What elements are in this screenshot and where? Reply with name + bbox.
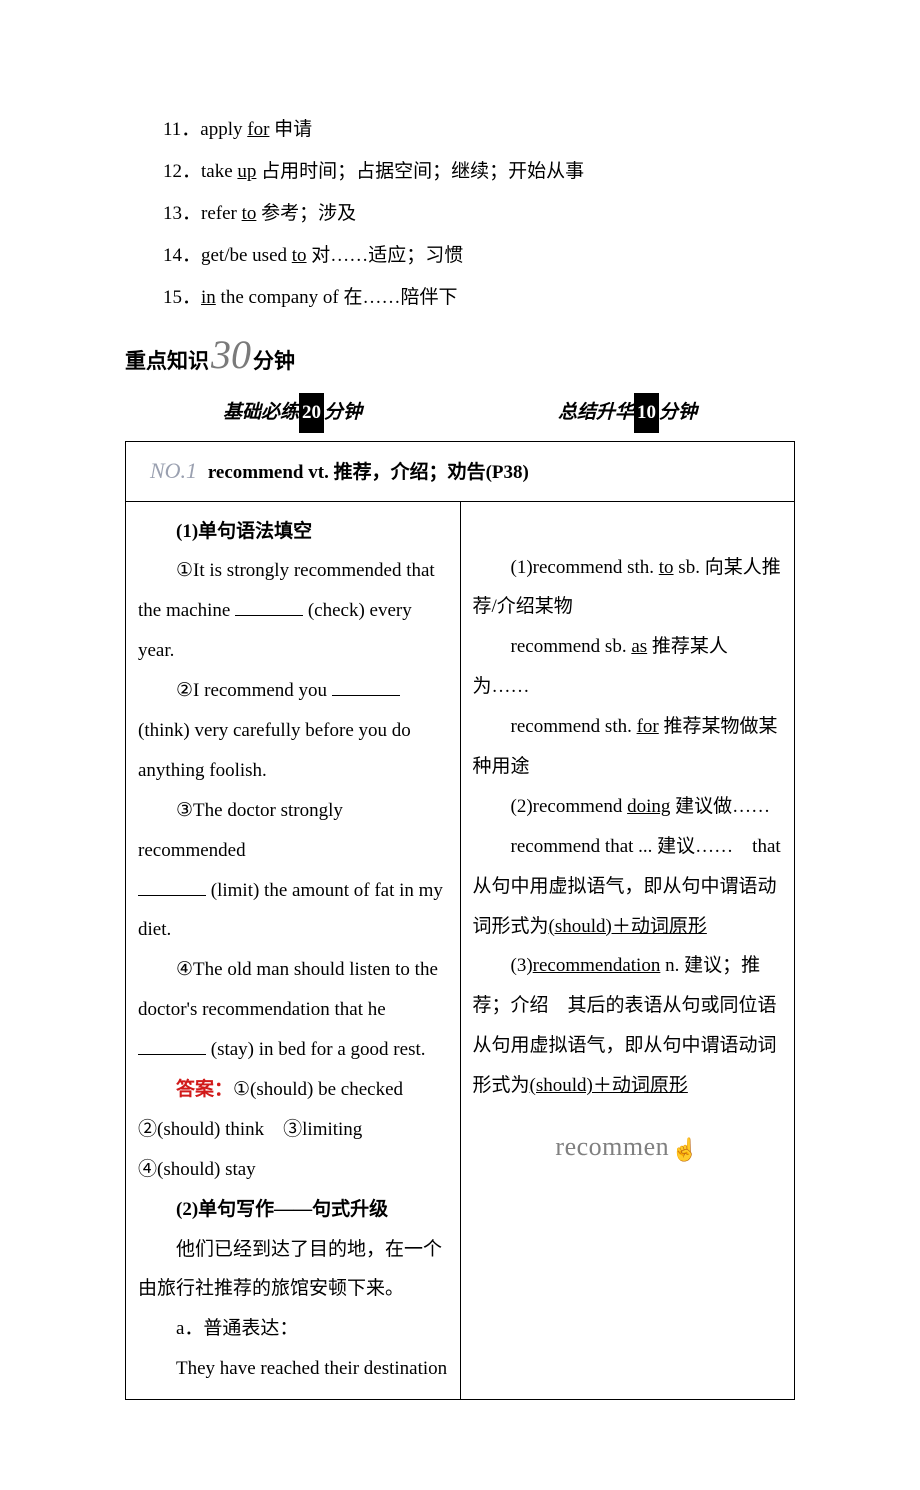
post: 申请 [269, 119, 312, 140]
vocab-item-11: 11．apply for 申请 [125, 110, 795, 150]
section-heading: 重点知识 30 分钟 [125, 335, 795, 379]
r1a: (1)recommend sth. [511, 557, 659, 578]
q2b: (think) very carefully before you do any… [138, 720, 411, 781]
post: the company of 在……陪伴下 [216, 287, 458, 308]
question-1: ①It is strongly recommended that the mac… [138, 551, 448, 671]
q4b: (stay) in bed for a good rest. [206, 1039, 426, 1060]
r6: (3)recommendation n. 建议；推荐；介绍 其后的表语从句或同位… [473, 946, 783, 1106]
sub-right-b: 分钟 [659, 402, 697, 423]
sub-left-a: 基础必练 [223, 402, 299, 423]
pointing-hand-icon: ☝ [671, 1137, 699, 1162]
blank [332, 679, 400, 696]
vocab-item-15: 15．in the company of 在……陪伴下 [125, 278, 795, 318]
r4: (2)recommend doing 建议做…… [473, 787, 783, 827]
r3: recommend sth. for 推荐某物做某种用途 [473, 707, 783, 787]
no-badge: NO.1 [150, 458, 197, 483]
underlined-word: for [247, 119, 269, 140]
vocab-item-12: 12．take up 占用时间；占据空间；继续；开始从事 [125, 152, 795, 192]
heading-right: 分钟 [253, 339, 295, 383]
sub-right-box: 10 [634, 393, 659, 433]
pre: ．take [182, 161, 237, 182]
question-4: ④The old man should listen to the doctor… [138, 950, 448, 1030]
blank [138, 878, 206, 895]
blank [235, 599, 303, 616]
sec-2-heading: (2)单句写作——句式升级 [138, 1190, 448, 1230]
num: 15 [163, 287, 182, 308]
question-3: ③The doctor strongly recommended [138, 791, 448, 871]
question-4b: (stay) in bed for a good rest. [138, 1030, 448, 1070]
pre: ．apply [181, 119, 247, 140]
blank [138, 1038, 206, 1055]
q2a: ②I recommend you [176, 680, 332, 701]
answer-label: 答案： [176, 1079, 233, 1100]
q3a: ③The doctor strongly recommended [138, 800, 343, 861]
a-text: They have reached their destination [138, 1349, 448, 1389]
r5u: (should)＋动词原形 [549, 916, 707, 937]
heading-left: 重点知识 [125, 339, 209, 383]
a-label: a．普通表达： [138, 1309, 448, 1349]
sec-1-heading: (1)单句语法填空 [138, 512, 448, 552]
r4a: (2)recommend [511, 796, 628, 817]
r2a: recommend sb. [511, 636, 632, 657]
underlined-word: up [237, 161, 256, 182]
sub-left-box: 20 [299, 393, 324, 433]
num: 12 [163, 161, 182, 182]
box-title: recommend vt. 推荐，介绍；劝告(P38) [203, 462, 529, 483]
r4b: 建议做…… [670, 796, 770, 817]
vocab-item-13: 13．refer to 参考；涉及 [125, 194, 795, 234]
subheading-row: 基础必练20分钟 总结升华10分钟 [125, 393, 795, 433]
r3a: recommend sth. [511, 716, 637, 737]
pre: ． [182, 287, 201, 308]
r6a: (3) [511, 955, 533, 976]
num: 14 [163, 245, 182, 266]
q4a: ④The old man should listen to the doctor… [138, 959, 438, 1020]
box-right-col: (1)recommend sth. to sb. 向某人推荐/介绍某物 reco… [460, 501, 795, 1400]
vocab-list: 11．apply for 申请 12．take up 占用时间；占据空间；继续；… [125, 110, 795, 317]
underlined-word: to [292, 245, 307, 266]
post: 参考；涉及 [256, 203, 356, 224]
r5: recommend that ... 建议…… that从句中用虚拟语气，即从句… [473, 827, 783, 947]
r2: recommend sb. as 推荐某人为…… [473, 627, 783, 707]
sub-right-a: 总结升华 [558, 402, 634, 423]
underlined-word: to [242, 203, 257, 224]
r2u: as [631, 636, 647, 657]
r6u: recommendation [533, 955, 661, 976]
heading-number: 30 [211, 335, 251, 375]
box-title-row: NO.1 recommend vt. 推荐，介绍；劝告(P38) [126, 442, 795, 501]
question-2: ②I recommend you (think) very carefully … [138, 671, 448, 791]
underlined-word: in [201, 287, 216, 308]
r4u: doing [627, 796, 670, 817]
handwritten-hint: recommen☝ [473, 1120, 783, 1175]
hand-text: recommen [555, 1132, 669, 1161]
r1u: to [659, 557, 674, 578]
post: 占用时间；占据空间；继续；开始从事 [256, 161, 584, 182]
num: 11 [163, 119, 181, 140]
question-3b: (limit) the amount of fat in my diet. [138, 871, 448, 951]
r1: (1)recommend sth. to sb. 向某人推荐/介绍某物 [473, 548, 783, 628]
pre: ．get/be used [182, 245, 292, 266]
box-title-cell: NO.1 recommend vt. 推荐，介绍；劝告(P38) [126, 442, 795, 501]
answer-block: 答案：①(should) be checked ②(should) think … [138, 1070, 448, 1190]
sub-left-b: 分钟 [324, 402, 362, 423]
post: 对……适应；习惯 [307, 245, 464, 266]
num: 13 [163, 203, 182, 224]
subheading-left: 基础必练20分钟 [223, 393, 362, 433]
subheading-right: 总结升华10分钟 [558, 393, 697, 433]
cn-sentence: 他们已经到达了目的地，在一个由旅行社推荐的旅馆安顿下来。 [138, 1230, 448, 1310]
box-left-col: (1)单句语法填空 ①It is strongly recommended th… [126, 501, 461, 1400]
content-box: NO.1 recommend vt. 推荐，介绍；劝告(P38) (1)单句语法… [125, 441, 795, 1400]
r6u2: (should)＋动词原形 [530, 1075, 688, 1096]
vocab-item-14: 14．get/be used to 对……适应；习惯 [125, 236, 795, 276]
pre: ．refer [182, 203, 242, 224]
r3u: for [637, 716, 659, 737]
